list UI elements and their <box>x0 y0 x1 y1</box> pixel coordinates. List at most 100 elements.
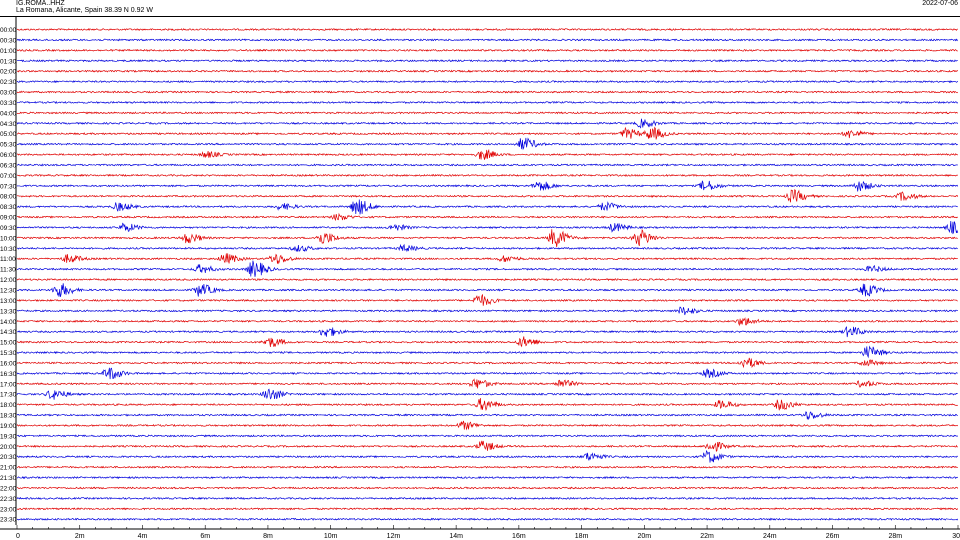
row-time-label: 22:30 <box>0 496 17 503</box>
row-time-label: 11:30 <box>0 267 16 274</box>
trace-line <box>16 283 958 297</box>
row-time-label: 04:00 <box>0 110 17 117</box>
row-time-label: 08:00 <box>0 194 17 201</box>
row-time-label: 15:30 <box>0 350 17 357</box>
row-time-label: 08:30 <box>0 204 17 211</box>
row-time-label: 17:30 <box>0 392 17 399</box>
row-time-label: 10:30 <box>0 246 17 253</box>
row-time-label: 19:30 <box>0 433 17 440</box>
x-tick-label: 26m <box>826 533 840 540</box>
row-time-label: 00:00 <box>0 27 17 34</box>
row-time-label: 16:30 <box>0 371 17 378</box>
trace-line <box>16 90 959 94</box>
x-tick-label: 8m <box>263 533 273 540</box>
trace-line <box>16 326 959 338</box>
trace-line <box>16 476 959 480</box>
trace-line <box>16 243 958 253</box>
trace-line <box>16 199 958 215</box>
trace-line <box>16 517 959 521</box>
trace-line <box>16 496 959 500</box>
trace-line <box>16 137 958 151</box>
trace-line <box>16 118 959 129</box>
trace-line <box>16 228 958 248</box>
trace-line <box>16 48 958 52</box>
row-time-label: 04:30 <box>0 121 17 128</box>
row-time-label: 22:00 <box>0 485 17 492</box>
x-tick-label: 20m <box>638 533 652 540</box>
x-tick-label: 4m <box>138 533 148 540</box>
row-time-label: 03:00 <box>0 90 17 97</box>
trace-line <box>16 378 958 389</box>
trace-line <box>16 277 959 282</box>
trace-line <box>16 111 959 115</box>
trace-line <box>16 440 958 452</box>
row-time-label: 01:30 <box>0 58 17 65</box>
row-time-label: 01:00 <box>0 48 17 55</box>
x-tick-label: 16m <box>512 533 526 540</box>
x-tick-label: 10m <box>324 533 338 540</box>
row-time-label: 12:30 <box>0 288 17 295</box>
trace-line <box>16 221 959 235</box>
trace-line <box>16 79 959 84</box>
trace-line <box>16 367 958 380</box>
plot-header: IG.ROMA..HHZ La Romana, Alicante, Spain … <box>0 0 960 16</box>
trace-line <box>16 260 958 277</box>
row-time-label: 13:30 <box>0 308 17 315</box>
trace-line <box>16 486 959 490</box>
trace-line <box>16 306 959 316</box>
x-tick-label: 30 <box>952 533 960 540</box>
row-time-label: 16:00 <box>0 360 17 367</box>
row-time-label: 00:30 <box>0 37 17 44</box>
trace-line <box>16 27 958 32</box>
date-label: 2022-07-06 <box>922 0 958 7</box>
row-time-label: 07:00 <box>0 173 17 180</box>
trace-line <box>16 59 958 63</box>
row-time-label: 06:00 <box>0 152 17 159</box>
row-time-label: 18:00 <box>0 402 17 409</box>
station-label: IG.ROMA..HHZ <box>16 0 65 7</box>
trace-line <box>16 317 959 327</box>
trace-line <box>16 398 958 411</box>
row-time-label: 21:00 <box>0 465 17 472</box>
trace-line <box>16 420 959 431</box>
row-time-label: 11:00 <box>0 256 16 263</box>
x-tick-label: 0 <box>16 533 20 540</box>
trace-line <box>16 180 959 192</box>
row-time-label: 09:00 <box>0 215 17 222</box>
x-tick-label: 14m <box>449 533 463 540</box>
row-time-label: 20:30 <box>0 454 17 461</box>
trace-line <box>16 69 959 73</box>
row-time-label: 20:00 <box>0 444 17 451</box>
row-time-label: 23:00 <box>0 506 17 513</box>
trace-line <box>16 100 959 105</box>
x-tick-label: 12m <box>387 533 401 540</box>
x-tick-label: 6m <box>200 533 210 540</box>
trace-line <box>16 212 958 222</box>
x-tick-label: 28m <box>888 533 902 540</box>
row-time-label: 09:30 <box>0 225 17 232</box>
location-label: La Romana, Alicante, Spain 38.39 N 0.92 … <box>16 7 153 14</box>
row-time-label: 07:30 <box>0 183 17 190</box>
x-tick-label: 18m <box>575 533 589 540</box>
trace-line <box>16 163 958 167</box>
row-time-label: 06:30 <box>0 162 17 169</box>
trace-line <box>16 294 958 306</box>
row-time-label: 18:30 <box>0 413 17 420</box>
x-tick-label: 24m <box>763 533 777 540</box>
row-time-label: 05:00 <box>0 131 17 138</box>
x-tick-label: 22m <box>700 533 714 540</box>
trace-line <box>16 148 959 160</box>
row-time-label: 19:00 <box>0 423 17 430</box>
trace-line <box>16 357 959 369</box>
row-time-label: 03:30 <box>0 100 17 107</box>
top-border <box>0 16 960 17</box>
row-time-label: 21:30 <box>0 475 17 482</box>
trace-line <box>16 173 958 177</box>
row-time-label: 14:00 <box>0 319 17 326</box>
row-time-label: 05:30 <box>0 142 17 149</box>
trace-line <box>16 434 959 438</box>
trace-line <box>16 388 958 400</box>
trace-line <box>16 189 959 203</box>
row-time-label: 13:00 <box>0 298 17 305</box>
row-time-label: 02:30 <box>0 79 17 86</box>
